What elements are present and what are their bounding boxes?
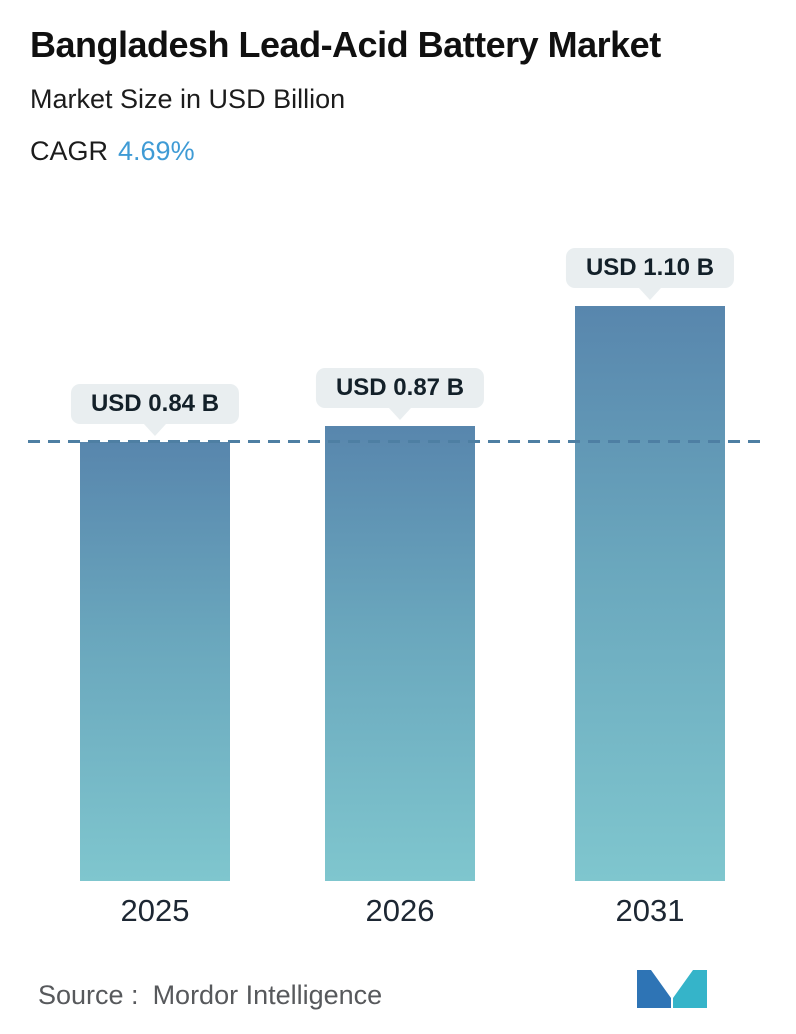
source-line: Source : Mordor Intelligence <box>38 980 382 1011</box>
value-badge: USD 0.87 B <box>315 368 485 408</box>
cagr-row: CAGR 4.69% <box>30 136 195 167</box>
value-badge: USD 1.10 B <box>565 248 735 288</box>
chart-bar <box>575 306 725 881</box>
x-tick-label: 2025 <box>120 893 190 928</box>
source-value: Mordor Intelligence <box>152 980 383 1010</box>
mordor-intelligence-logo <box>637 970 707 1008</box>
reference-dashed-line <box>28 439 768 443</box>
chart-title: Bangladesh Lead-Acid Battery Market <box>30 24 661 65</box>
value-badge: USD 0.84 B <box>70 384 240 424</box>
source-label: Source : <box>38 980 139 1010</box>
x-tick-label: 2026 <box>365 893 435 928</box>
chart-bar <box>325 426 475 881</box>
cagr-value: 4.69% <box>118 136 195 166</box>
chart-subtitle: Market Size in USD Billion <box>30 84 346 114</box>
cagr-label: CAGR <box>30 136 109 166</box>
chart-bar <box>80 442 230 881</box>
x-tick-label: 2031 <box>615 893 685 928</box>
